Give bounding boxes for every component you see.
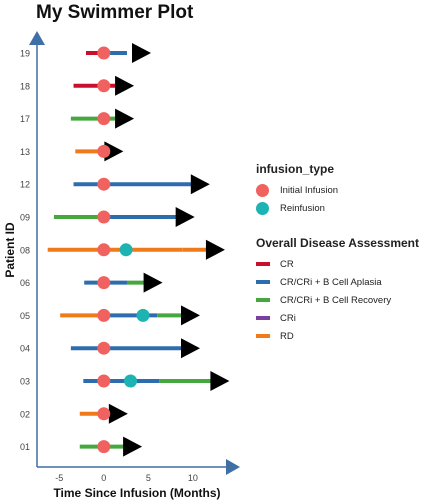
legend-swatch-initial-infusion: [256, 183, 269, 197]
continuation-arrow: [205, 239, 225, 260]
y-tick-label: 09: [20, 213, 30, 223]
legend-item-cr-cri-recovery: CR/CRi + B Cell Recovery: [256, 291, 419, 309]
legend-label-reinfusion: Reinfusion: [280, 202, 325, 214]
legend-swatch-cr-cri-aplasia: [256, 280, 270, 284]
continuation-arrow: [108, 403, 128, 424]
legend-infusion-title: infusion_type: [256, 162, 335, 176]
x-tick-label: 5: [146, 473, 151, 483]
y-tick-label: 17: [20, 114, 30, 124]
continuation-arrow: [132, 43, 151, 63]
y-tick-label: 19: [20, 49, 30, 59]
continuation-arrow: [115, 108, 135, 129]
continuation-arrow: [175, 207, 195, 227]
legend-item-cr-cri-aplasia: CR/CRi + B Cell Aplasia: [256, 273, 419, 291]
y-axis-arrowhead: [29, 31, 45, 45]
continuation-arrow: [143, 272, 163, 293]
infusion-point: [97, 374, 111, 388]
infusion-point: [136, 308, 150, 322]
infusion-point: [97, 341, 111, 355]
y-tick-label: 13: [20, 147, 30, 157]
infusion-point: [97, 276, 111, 290]
y-tick-label: 01: [20, 442, 30, 452]
infusion-point: [97, 407, 111, 421]
continuation-arrow: [115, 75, 135, 96]
y-tick-label: 02: [20, 409, 30, 419]
infusion-point: [97, 210, 111, 224]
continuation-arrow: [123, 436, 143, 457]
legend-label-cr-cri-aplasia: CR/CRi + B Cell Aplasia: [280, 276, 382, 288]
infusion-point: [97, 440, 111, 454]
infusion-point: [124, 374, 138, 388]
continuation-arrow: [181, 305, 200, 326]
chart-title: My Swimmer Plot: [36, 2, 194, 23]
x-tick-label: 0: [101, 473, 106, 483]
legend-item-cri: CRi: [256, 309, 419, 327]
legend-label-cr-cri-recovery: CR/CRi + B Cell Recovery: [280, 294, 392, 306]
legend-label-initial-infusion: Initial Infusion: [280, 184, 339, 196]
x-axis-label: Time Since Infusion (Months): [53, 486, 220, 500]
axes: [29, 31, 240, 475]
infusion-point: [119, 243, 133, 257]
arrows-layer: [104, 43, 230, 457]
continuation-arrow: [210, 371, 230, 391]
continuation-arrow: [181, 338, 200, 359]
y-axis-label: Patient ID: [3, 222, 17, 278]
legend-swatch-rd: [256, 334, 270, 338]
infusion-point: [97, 46, 111, 60]
legend-swatch-cr: [256, 262, 270, 266]
y-tick-label: 08: [20, 245, 30, 255]
y-tick-label: 18: [20, 81, 30, 91]
y-tick-label: 04: [20, 344, 30, 354]
infusion-point: [97, 308, 111, 322]
infusion-point: [97, 112, 111, 126]
legend-label-rd: RD: [280, 330, 294, 342]
y-tick-label: 12: [20, 180, 30, 190]
infusion-point: [97, 79, 111, 93]
x-axis-arrowhead: [226, 459, 240, 475]
legend-assessment-title: Overall Disease Assessment: [256, 236, 419, 250]
legend-item-rd: RD: [256, 327, 419, 345]
legend-disease-assessment: Overall Disease Assessment CR CR/CRi + B…: [256, 236, 419, 345]
continuation-arrow: [190, 174, 210, 195]
y-tick-label: 05: [20, 311, 30, 321]
legend-item-initial-infusion: Initial Infusion: [256, 181, 338, 199]
legend-item-reinfusion: Reinfusion: [256, 199, 338, 217]
x-tick-label: -5: [55, 473, 63, 483]
legend-label-cr: CR: [280, 258, 294, 270]
infusion-point: [97, 144, 111, 158]
legend-label-cri: CRi: [280, 312, 296, 324]
y-tick-label: 03: [20, 377, 30, 387]
y-tick-label: 06: [20, 278, 30, 288]
legend-infusion-type: infusion_type Initial Infusion Reinfusio…: [256, 162, 338, 217]
infusion-point: [97, 177, 111, 191]
legend-swatch-reinfusion: [256, 201, 269, 215]
infusion-points-layer: [97, 46, 150, 454]
legend-swatch-cri: [256, 316, 270, 320]
continuation-arrow: [104, 141, 124, 162]
infusion-point: [97, 243, 111, 257]
x-tick-label: 10: [188, 473, 198, 483]
legend-swatch-cr-cri-recovery: [256, 298, 270, 302]
legend-item-cr: CR: [256, 255, 419, 273]
